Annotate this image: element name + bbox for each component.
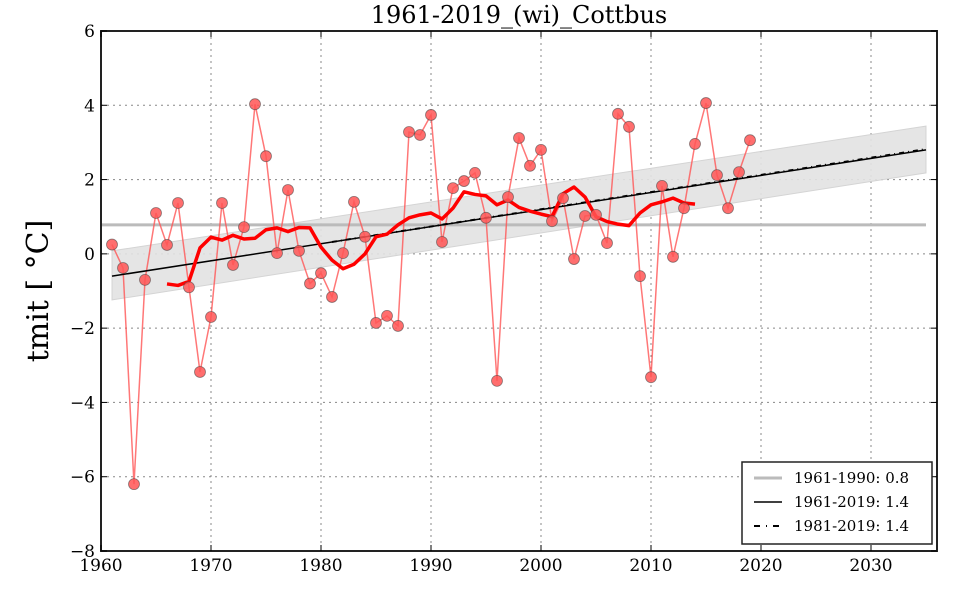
legend: 1961-1990: 0.8 1961-2019: 1.4 1981-2019: 1… xyxy=(741,461,933,545)
lines-layer xyxy=(101,102,927,485)
data-point xyxy=(216,197,228,209)
data-point xyxy=(656,179,668,192)
plot-frame xyxy=(100,30,938,552)
data-point xyxy=(502,191,514,203)
data-point xyxy=(128,478,140,491)
data-point xyxy=(491,374,503,387)
y-tick-label: −4 xyxy=(70,393,95,413)
data-point xyxy=(601,237,613,249)
x-tick-label: 2000 xyxy=(519,556,562,576)
data-point xyxy=(700,97,712,109)
data-point xyxy=(183,281,195,294)
y-tick-label: −8 xyxy=(70,542,95,562)
data-point xyxy=(513,132,525,144)
x-tick-label: 2020 xyxy=(739,556,782,576)
data-point xyxy=(271,247,283,260)
data-point xyxy=(414,129,426,141)
data-point xyxy=(161,239,173,251)
y-tick-label: 6 xyxy=(84,22,95,42)
data-point xyxy=(480,211,492,224)
x-tick-label: 1960 xyxy=(79,556,122,576)
data-point xyxy=(282,184,294,196)
data-point xyxy=(612,107,624,120)
data-point xyxy=(337,247,349,260)
data-point xyxy=(711,169,723,182)
data-point xyxy=(557,192,569,205)
data-point xyxy=(458,175,470,187)
data-point xyxy=(535,143,547,156)
data-point xyxy=(139,273,151,286)
data-point xyxy=(568,253,580,265)
x-tick-label: 2010 xyxy=(629,556,672,576)
data-point xyxy=(579,210,591,222)
legend-label: 1961-2019: 1.4 xyxy=(794,493,909,511)
data-point xyxy=(227,259,239,271)
chart-title: 1961-2019_(wi)_Cottbus xyxy=(371,1,667,29)
data-point xyxy=(326,291,338,303)
data-point xyxy=(106,238,118,251)
data-point xyxy=(634,270,646,283)
legend-label: 1981-2019: 1.4 xyxy=(794,517,909,535)
data-point xyxy=(205,311,217,323)
data-point xyxy=(546,215,558,228)
data-point xyxy=(590,208,602,221)
data-point xyxy=(238,221,250,234)
data-point xyxy=(425,109,437,121)
data-point xyxy=(469,166,481,179)
points-layer xyxy=(106,97,756,491)
data-point xyxy=(359,230,371,243)
x-tick-label: 1970 xyxy=(189,556,232,576)
data-point xyxy=(370,317,382,329)
y-tick-label: −2 xyxy=(70,319,95,339)
trend-line-1981-2019 xyxy=(331,148,927,243)
data-point xyxy=(733,166,745,179)
data-point xyxy=(315,267,327,280)
y-tick-label: 2 xyxy=(84,171,95,191)
data-point xyxy=(348,195,360,208)
annual-values-line xyxy=(111,102,751,485)
moving-average-line xyxy=(166,185,696,288)
data-point xyxy=(392,320,404,332)
data-point xyxy=(403,126,415,138)
data-point xyxy=(623,120,635,133)
data-point xyxy=(645,371,657,384)
data-point xyxy=(678,202,690,215)
y-tick-label: 0 xyxy=(84,245,95,265)
data-point xyxy=(304,277,316,290)
y-axis-label: tmit [ °C] xyxy=(21,220,56,363)
data-point xyxy=(667,250,679,263)
data-point xyxy=(447,182,459,195)
x-tick-label: 1980 xyxy=(299,556,342,576)
data-point xyxy=(260,150,272,163)
data-point xyxy=(117,262,129,274)
x-tick-label: 2030 xyxy=(849,556,892,576)
ticks-layer: 1960 1970 1980 1990 2000 2010 2020 2030 −8 −6 −4 −2… xyxy=(70,22,937,576)
x-tick-label: 1990 xyxy=(409,556,452,576)
data-point xyxy=(436,236,448,248)
y-tick-label: 4 xyxy=(84,96,95,116)
data-point xyxy=(194,366,206,378)
data-point xyxy=(722,202,734,215)
data-point xyxy=(150,207,162,219)
data-point xyxy=(172,197,184,209)
data-point xyxy=(524,159,536,172)
data-point xyxy=(249,98,261,111)
data-point xyxy=(689,138,701,150)
legend-label: 1961-1990: 0.8 xyxy=(794,469,909,487)
data-point xyxy=(744,134,756,147)
data-point xyxy=(381,309,393,322)
y-tick-label: −6 xyxy=(70,468,95,488)
data-point xyxy=(293,244,305,257)
legend-box xyxy=(741,461,933,545)
